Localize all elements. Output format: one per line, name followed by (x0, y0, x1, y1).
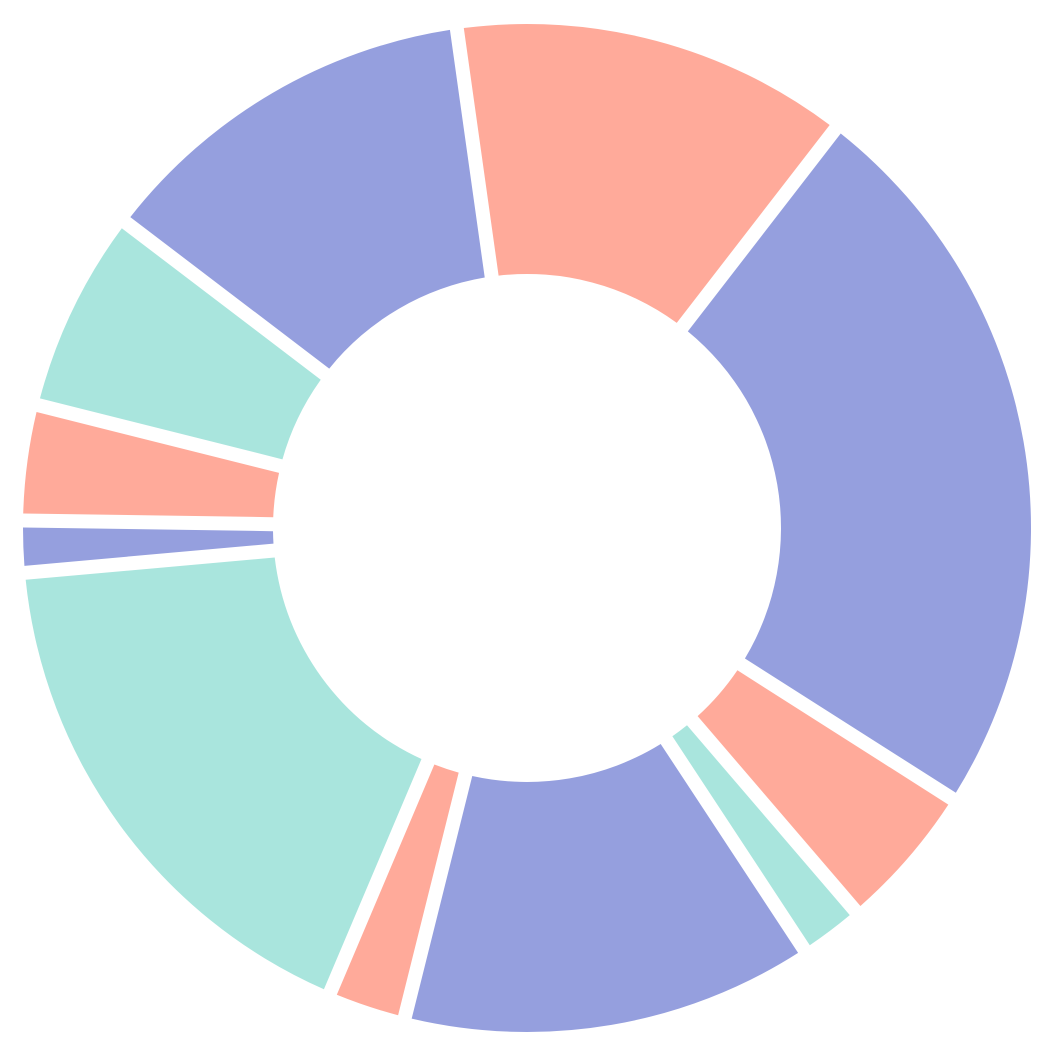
donut-slice-4 (672, 725, 850, 946)
donut-slice-6 (336, 764, 459, 1016)
donut-slice-11 (130, 29, 485, 369)
donut-slice-8 (22, 527, 274, 566)
donut-slice-3 (697, 670, 949, 906)
donut-slice-7 (25, 557, 422, 990)
donut-slice-5 (411, 743, 799, 1033)
donut-slice-9 (23, 411, 280, 518)
donut-slice-2 (687, 133, 1032, 793)
donut-slice-10 (39, 228, 321, 460)
donut-slice-1 (463, 24, 830, 323)
